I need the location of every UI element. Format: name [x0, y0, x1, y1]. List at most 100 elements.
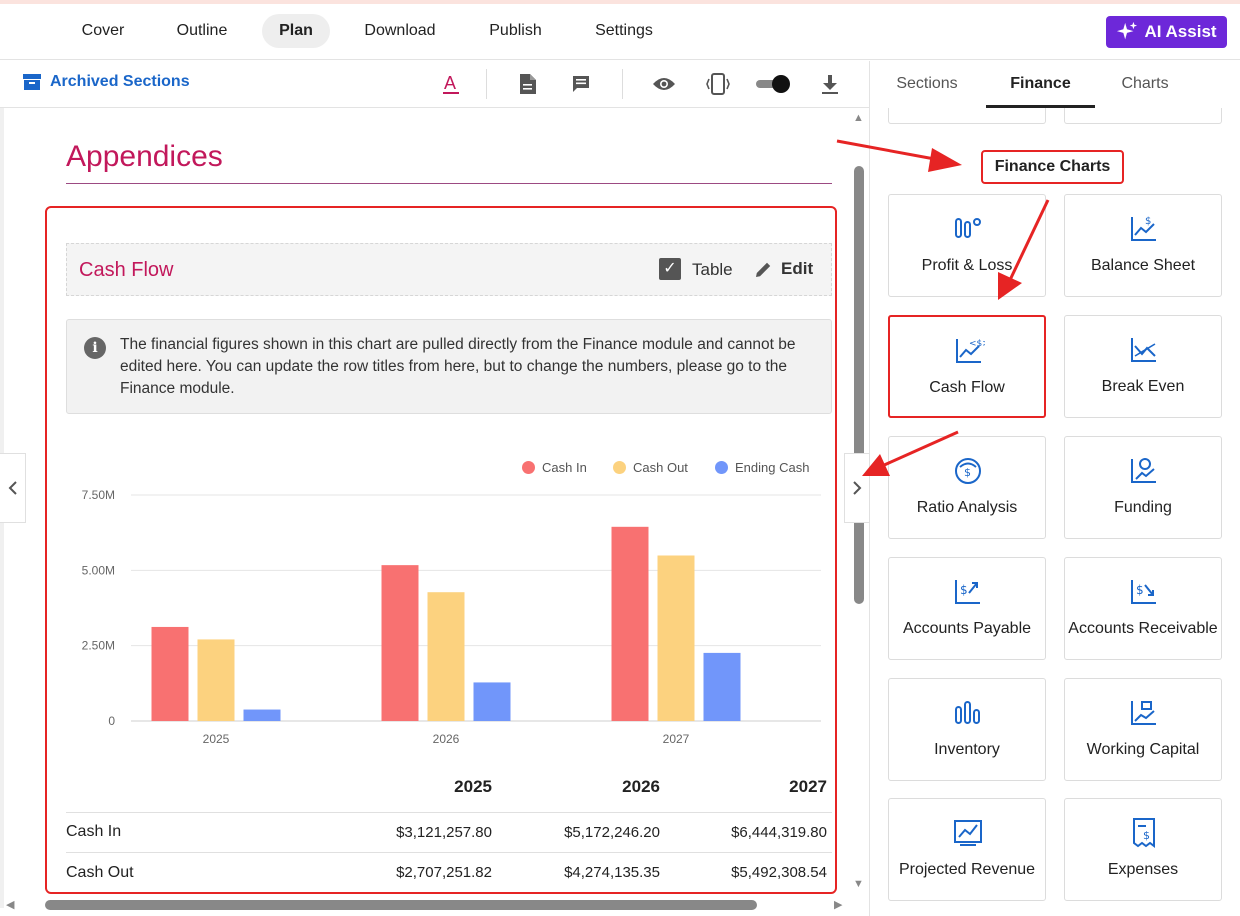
- edit-button[interactable]: Edit: [755, 259, 813, 279]
- bar-ending-cash-2027[interactable]: [703, 652, 741, 721]
- bar-cash-out-2025[interactable]: [197, 639, 235, 721]
- tab-download[interactable]: Download: [364, 22, 436, 39]
- download-icon[interactable]: [817, 71, 843, 97]
- table-divider: [66, 852, 832, 853]
- card-partial[interactable]: [1064, 108, 1222, 124]
- bar-cash-in-2026[interactable]: [381, 565, 419, 721]
- legend-label: Cash In: [542, 460, 587, 475]
- table-row-label[interactable]: Cash Out: [66, 864, 134, 881]
- tab-finance[interactable]: Finance: [1010, 75, 1071, 92]
- chevron-right-icon: [853, 481, 862, 495]
- y-tick-label: 7.50M: [82, 488, 115, 502]
- inventory-icon: [955, 701, 980, 724]
- chevron-left-icon: [8, 481, 17, 495]
- finance-card-cash-flow[interactable]: <$> Cash Flow: [888, 315, 1046, 418]
- legend-item-ending-cash[interactable]: Ending Cash: [715, 460, 809, 475]
- finance-card-inventory[interactable]: Inventory: [888, 678, 1046, 781]
- finance-card-balance-sheet[interactable]: $ Balance Sheet: [1064, 194, 1222, 297]
- bar-cash-out-2026[interactable]: [427, 592, 465, 721]
- expand-right-toggle[interactable]: [844, 453, 870, 523]
- finance-card-accounts-payable[interactable]: $ Accounts Payable: [888, 557, 1046, 660]
- device-icon[interactable]: [705, 71, 731, 97]
- table-cell: $4,274,135.35: [564, 864, 660, 881]
- vertical-scrollbar[interactable]: [854, 166, 864, 604]
- cash-flow-block-header: Cash Flow ✓ Table Edit: [66, 243, 832, 296]
- tab-settings[interactable]: Settings: [595, 22, 653, 39]
- finance-card-projected-revenue[interactable]: Projected Revenue: [888, 798, 1046, 901]
- bar-cash-out-2027[interactable]: [657, 555, 695, 721]
- tab-charts[interactable]: Charts: [1121, 75, 1169, 92]
- scroll-left-arrow[interactable]: ◀: [6, 899, 15, 911]
- table-cell: $2,707,251.82: [396, 864, 492, 881]
- right-panel-tabs: Sections Finance Charts: [870, 61, 1240, 108]
- tab-sections[interactable]: Sections: [896, 75, 958, 92]
- scroll-down-arrow[interactable]: ▼: [853, 878, 864, 890]
- accounts-receivable-icon: $: [1131, 580, 1156, 604]
- bar-ending-cash-2026[interactable]: [473, 682, 511, 721]
- archived-sections-button[interactable]: Archived Sections: [22, 73, 190, 91]
- finance-card-expenses[interactable]: $ Expenses: [1064, 798, 1222, 901]
- card-partial[interactable]: [888, 108, 1046, 124]
- horizontal-scrollbar[interactable]: [45, 900, 757, 910]
- scroll-right-arrow[interactable]: ▶: [834, 899, 843, 911]
- ratio-analysis-icon: $: [955, 458, 981, 484]
- legend-dot: [522, 461, 535, 474]
- eye-icon[interactable]: [651, 71, 677, 97]
- finance-card-label: Profit & Loss: [921, 257, 1013, 274]
- svg-text:A: A: [444, 73, 456, 93]
- finance-card-label: Break Even: [1101, 378, 1185, 395]
- table-header-2026: 2026: [622, 777, 660, 796]
- edit-label: Edit: [781, 259, 814, 278]
- ai-assist-button[interactable]: AI Assist: [1106, 16, 1227, 48]
- legend-label: Cash Out: [633, 460, 688, 475]
- text-color-icon[interactable]: A: [438, 71, 464, 97]
- bar-cash-in-2027[interactable]: [611, 526, 649, 721]
- info-icon: i: [84, 337, 106, 359]
- highlight-frame: [45, 206, 837, 894]
- table-row-label[interactable]: Cash In: [66, 823, 122, 840]
- tab-publish[interactable]: Publish: [489, 22, 542, 39]
- block-title: Cash Flow: [79, 259, 174, 281]
- x-tick-label: 2025: [203, 732, 230, 746]
- profit-loss-icon: [955, 218, 981, 238]
- tab-cover[interactable]: Cover: [81, 22, 125, 39]
- info-notice: i The financial figures shown in this ch…: [66, 319, 832, 414]
- table-checkbox-label: Table: [692, 260, 733, 279]
- finance-card-label: Cash Flow: [929, 379, 1005, 396]
- ai-assist-label: AI Assist: [1144, 22, 1217, 41]
- editor-toolbar: Archived Sections A: [0, 61, 869, 108]
- table-header-2027: 2027: [789, 777, 827, 796]
- legend-dot: [715, 461, 728, 474]
- svg-text:$: $: [1143, 829, 1150, 842]
- y-tick-label: 0: [108, 714, 115, 728]
- toolbar-divider: [622, 69, 623, 99]
- finance-card-profit-loss[interactable]: Profit & Loss: [888, 194, 1046, 297]
- finance-card-accounts-receivable[interactable]: $ Accounts Receivable: [1064, 557, 1222, 660]
- comment-icon[interactable]: [568, 71, 594, 97]
- cash-flow-chart: 0 2.50M 5.00M 7.50M 2025 2026 2027: [82, 488, 821, 746]
- balance-sheet-icon: $: [1131, 216, 1156, 241]
- finance-card-label: Ratio Analysis: [916, 499, 1018, 516]
- table-checkbox[interactable]: ✓: [659, 258, 681, 280]
- legend-item-cash-out[interactable]: Cash Out: [613, 460, 688, 475]
- table-cell: $5,492,308.54: [731, 864, 827, 881]
- toggle-switch[interactable]: [754, 71, 792, 97]
- finance-card-funding[interactable]: Funding: [1064, 436, 1222, 539]
- finance-card-label: Accounts Receivable: [1068, 620, 1218, 637]
- scroll-up-arrow[interactable]: ▲: [853, 112, 864, 124]
- legend-item-cash-in[interactable]: Cash In: [522, 460, 587, 475]
- document-area[interactable]: Appendices Cash Flow ✓ Table Edit i The …: [0, 108, 869, 916]
- x-tick-label: 2026: [433, 732, 460, 746]
- finance-card-break-even[interactable]: Break Even: [1064, 315, 1222, 418]
- finance-card-ratio-analysis[interactable]: $ Ratio Analysis: [888, 436, 1046, 539]
- cash-flow-icon: <$>: [956, 339, 985, 363]
- tab-plan[interactable]: Plan: [262, 14, 330, 48]
- finance-card-working-capital[interactable]: Working Capital: [1064, 678, 1222, 781]
- bar-ending-cash-2025[interactable]: [243, 709, 281, 721]
- document-icon[interactable]: [515, 71, 541, 97]
- collapse-left-toggle[interactable]: [0, 453, 26, 523]
- table-cell: $5,172,246.20: [564, 824, 660, 841]
- table-cell: $3,121,257.80: [396, 824, 492, 841]
- tab-outline[interactable]: Outline: [176, 22, 228, 39]
- bar-cash-in-2025[interactable]: [151, 626, 189, 721]
